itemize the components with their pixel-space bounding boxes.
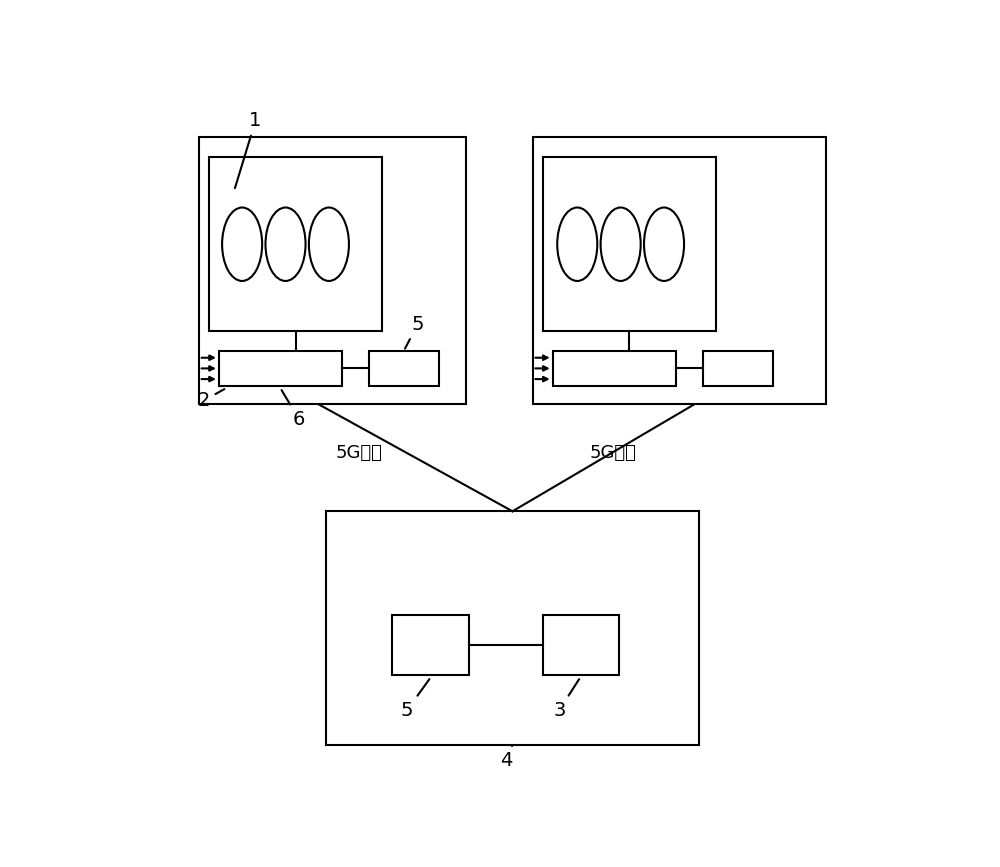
Bar bbox=[533, 137, 826, 404]
Text: 5G传输: 5G传输 bbox=[336, 444, 382, 461]
Ellipse shape bbox=[222, 207, 262, 281]
Text: 5: 5 bbox=[401, 679, 429, 720]
Bar bbox=[199, 137, 466, 404]
Bar bbox=[326, 512, 699, 745]
Ellipse shape bbox=[309, 207, 349, 281]
Text: 3: 3 bbox=[553, 679, 579, 720]
Ellipse shape bbox=[265, 207, 306, 281]
Text: 5: 5 bbox=[405, 315, 424, 349]
Bar bbox=[209, 158, 382, 331]
Text: 2: 2 bbox=[198, 389, 224, 410]
Ellipse shape bbox=[644, 207, 684, 281]
Ellipse shape bbox=[557, 207, 597, 281]
Bar bbox=[392, 615, 469, 675]
Text: 5G传输: 5G传输 bbox=[589, 444, 636, 461]
Text: 6: 6 bbox=[282, 390, 305, 428]
Text: 4: 4 bbox=[500, 745, 512, 771]
Ellipse shape bbox=[601, 207, 641, 281]
Bar bbox=[543, 158, 716, 331]
Text: 1: 1 bbox=[235, 111, 262, 188]
Bar bbox=[553, 351, 676, 386]
Bar bbox=[543, 615, 619, 675]
Bar bbox=[369, 351, 439, 386]
Bar bbox=[219, 351, 342, 386]
Bar bbox=[703, 351, 773, 386]
